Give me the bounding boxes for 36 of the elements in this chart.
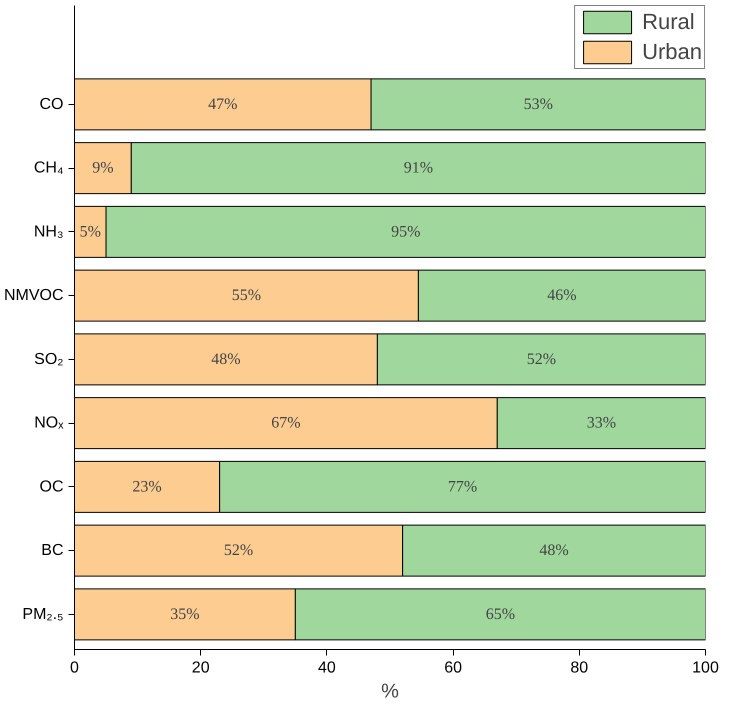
y-tick-label: OC [40,478,64,496]
data-label: 77% [448,478,478,496]
y-tick-label: SO₂ [34,350,64,368]
x-tick-label: 0 [70,660,80,676]
data-label: 23% [132,478,162,496]
x-tick-label: 20 [192,660,210,676]
legend-label: Rural [642,9,695,35]
x-tick-label: 40 [318,660,336,676]
data-label: 9% [92,160,114,177]
data-label: 33% [586,414,616,432]
data-label: 95% [391,223,420,240]
y-tick-label: CH₄ [34,160,64,177]
legend-label: Urban [642,39,702,65]
data-label: 65% [486,606,516,623]
data-label: 55% [232,287,262,304]
y-tick-label: NH₃ [34,223,64,240]
y-tick-label: CO [40,96,64,113]
data-label: 52% [526,350,556,368]
x-tick-label: 60 [444,660,462,676]
data-label: 47% [208,96,238,113]
y-tick-label: BC [41,542,64,560]
x-tick-label: 100 [692,660,719,676]
data-label: 67% [271,414,301,432]
y-tick-label: PM₂.₅ [22,606,64,623]
y-tick-label: NMVOC [4,287,64,304]
data-label: 5% [80,223,101,240]
x-axis-title: % [381,680,400,702]
data-label: 35% [170,606,200,623]
data-label: 46% [547,287,577,304]
data-label: 48% [539,542,569,560]
x-tick-label: 80 [570,660,588,676]
y-tick-label: NOₓ [34,414,64,432]
data-label: 91% [404,160,434,177]
data-label: 52% [224,542,254,560]
data-label: 53% [524,96,553,113]
data-label: 48% [211,350,241,368]
